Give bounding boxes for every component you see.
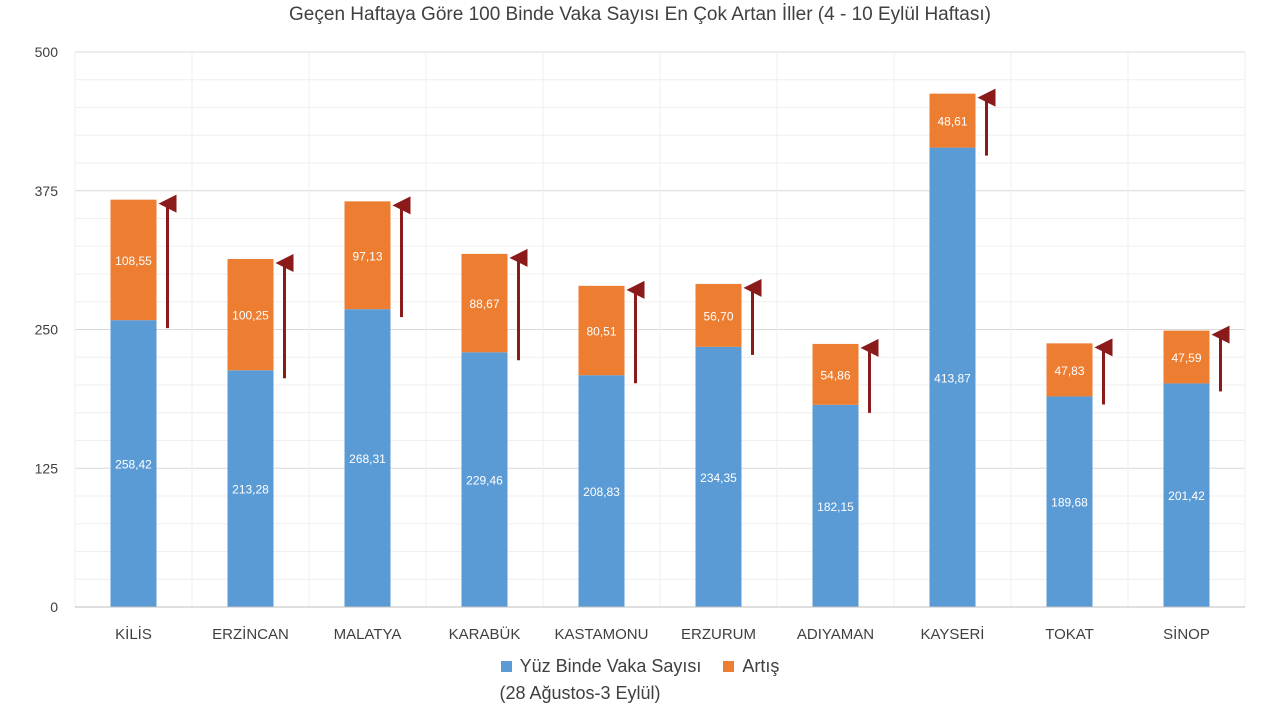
legend-swatch-increase [723, 661, 735, 672]
bar-base [1046, 396, 1093, 607]
bar-increase [227, 258, 274, 371]
x-category-label: KİLİS [115, 625, 152, 643]
y-tick-label: 500 [35, 44, 59, 60]
data-label-base: 234,35 [700, 471, 737, 485]
bar-increase [812, 343, 859, 405]
bar-base [812, 404, 859, 607]
legend-swatch-base [500, 661, 512, 672]
data-label-base: 413,87 [934, 371, 971, 385]
data-label-increase: 56,70 [703, 309, 733, 323]
data-label-base: 268,31 [349, 452, 386, 466]
bar-increase [1163, 330, 1210, 384]
x-category-label: KARABÜK [449, 625, 521, 643]
legend: Yüz Binde Vaka Sayısı Artış (28 Ağustos-… [0, 656, 1280, 704]
x-category-label: ERZURUM [681, 626, 756, 643]
bar-base [110, 320, 157, 607]
data-label-increase: 97,13 [352, 249, 382, 263]
x-category-label: ERZİNCAN [212, 625, 289, 643]
bar-increase [578, 285, 625, 376]
data-label-increase: 47,59 [1171, 351, 1201, 365]
bar-increase [344, 201, 391, 310]
data-label-increase: 100,25 [232, 309, 269, 323]
legend-label-increase: Artış [742, 656, 780, 676]
data-label-base: 213,28 [232, 483, 269, 497]
data-label-increase: 47,83 [1054, 364, 1084, 378]
data-label-base: 201,42 [1168, 489, 1205, 503]
data-label-increase: 88,67 [469, 297, 499, 311]
data-label-increase: 54,86 [820, 368, 850, 382]
data-label-increase: 80,51 [586, 325, 616, 339]
legend-note: (28 Ağustos-3 Eylül) [499, 683, 661, 703]
data-label-base: 229,46 [466, 474, 503, 488]
legend-label-base: Yüz Binde Vaka Sayısı [519, 656, 702, 676]
bar-base [344, 309, 391, 607]
x-category-label: ADIYAMAN [797, 626, 874, 643]
legend-item-increase: Artış [723, 656, 779, 677]
bar-increase [461, 253, 508, 353]
x-category-label: KAYSERİ [921, 625, 985, 643]
bar-increase [929, 93, 976, 148]
bar-increase [1046, 343, 1093, 397]
bar-base [227, 370, 274, 607]
data-label-base: 182,15 [817, 500, 854, 514]
data-label-increase: 48,61 [937, 115, 967, 129]
y-tick-label: 0 [50, 599, 58, 615]
bar-increase [110, 199, 157, 321]
x-category-label: KASTAMONU [555, 626, 649, 643]
legend-item-base: Yüz Binde Vaka Sayısı [500, 656, 702, 677]
bar-base [929, 147, 976, 607]
bar-base [578, 375, 625, 607]
data-label-base: 189,68 [1051, 496, 1088, 510]
bar-base [461, 352, 508, 607]
bar-base [695, 346, 742, 607]
x-category-label: MALATYA [334, 626, 402, 643]
bar-increase [695, 283, 742, 347]
chart-title: Geçen Haftaya Göre 100 Binde Vaka Sayısı… [289, 4, 991, 25]
x-category-label: TOKAT [1045, 626, 1094, 643]
data-label-base: 208,83 [583, 485, 620, 499]
y-tick-label: 375 [35, 183, 59, 199]
data-label-base: 258,42 [115, 458, 152, 472]
y-tick-label: 125 [35, 460, 59, 476]
data-label-increase: 108,55 [115, 254, 152, 268]
y-tick-label: 250 [35, 322, 59, 338]
bar-base [1163, 383, 1210, 607]
x-category-label: SİNOP [1163, 625, 1210, 643]
